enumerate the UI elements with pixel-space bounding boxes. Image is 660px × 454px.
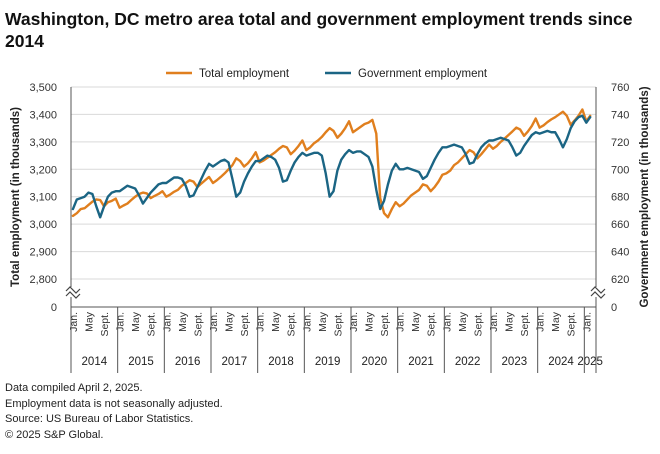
x-month-tick-label: Jan.: [301, 312, 313, 332]
x-year-label: 2025: [577, 356, 603, 368]
x-month-tick-label: Jan.: [208, 312, 220, 332]
y-right-axis-break: [590, 286, 606, 299]
y-left-base-label: 0: [51, 302, 57, 314]
x-month-tick-label: Sept.: [146, 312, 158, 337]
series-lines: [71, 108, 592, 219]
x-month-tick-label: Jan.: [488, 312, 500, 332]
axis-breaks: [65, 286, 606, 299]
x-month-tick-label: May: [224, 311, 236, 332]
x-year-label: 2020: [362, 356, 388, 368]
x-year-label: 2014: [82, 356, 108, 368]
y-right-tick-label: 760: [611, 82, 629, 94]
x-month-tick-label: Jan.: [395, 312, 407, 332]
x-month-tick-label: Sept.: [566, 312, 578, 337]
x-month-tick-label: Sept.: [379, 312, 391, 337]
y-right-axis-break-mask: [590, 287, 602, 297]
note-date: Data compiled April 2, 2025.: [5, 382, 143, 394]
employment-line-chart: 3,500 760 3,400 740 3,300 720 3,200 700 3,100 680…: [10, 68, 651, 373]
x-month-tick-label: Sept.: [472, 312, 484, 337]
gridlines: [71, 86, 596, 280]
x-month-tick-label: Sept.: [286, 312, 298, 337]
y-right-tick-label: 740: [611, 109, 629, 121]
x-year-label: 2017: [222, 356, 248, 368]
x-month-tick-label: May: [504, 311, 516, 332]
note-source: Source: US Bureau of Labor Statistics.: [5, 413, 194, 425]
x-year-label: 2016: [175, 356, 201, 368]
x-month-tick-label: May: [317, 311, 329, 332]
y-left-tick-label: 3,100: [29, 192, 57, 204]
y-left-tick-label: 3,200: [29, 164, 57, 176]
y-left-tick-label: 2,900: [29, 247, 57, 259]
y-right-tick-label: 720: [611, 137, 629, 149]
x-month-tick-label: Jan.: [161, 312, 173, 332]
legend-label-government-employment: Government employment: [358, 68, 488, 80]
x-month-tick-label: Jan.: [441, 312, 453, 332]
x-month-tick-label: Sept.: [99, 312, 111, 337]
x-month-tick-label: May: [457, 311, 469, 332]
y-left-axis-break-mask: [65, 287, 77, 297]
x-year-label: 2023: [502, 356, 528, 368]
y-right-tick-label: 620: [611, 274, 629, 286]
chart-notes: Data compiled April 2, 2025. Employment …: [5, 381, 223, 443]
y-left-tick-label: 3,400: [29, 109, 57, 121]
x-year-label: 2022: [455, 356, 481, 368]
chart-title: Washington, DC metro area total and gove…: [5, 9, 633, 51]
x-month-tick-label: Jan.: [68, 312, 80, 332]
y-right-tick-label: 660: [611, 219, 629, 231]
x-month-tick-label: May: [364, 311, 376, 332]
note-adjustment: Employment data is not seasonally adjust…: [5, 397, 223, 410]
series-line-total-employment: [71, 108, 592, 219]
x-month-tick-label: Sept.: [426, 312, 438, 337]
x-year-label: 2015: [128, 356, 154, 368]
x-year-label: 2024: [548, 356, 574, 368]
x-month-tick-label: Jan.: [535, 312, 547, 332]
y-left-tick-label: 2,800: [29, 274, 57, 286]
x-month-tick-label: May: [410, 311, 422, 332]
y-right-tick-label: 640: [611, 247, 629, 259]
x-month-tick-label: May: [130, 311, 142, 332]
series-line-government-employment: [71, 114, 592, 219]
x-year-label: 2019: [315, 356, 341, 368]
x-year-label: 2018: [268, 356, 294, 368]
x-month-tick-label: Sept.: [239, 312, 251, 337]
x-month-tick-label: May: [550, 311, 562, 332]
x-month-tick-label: Jan.: [348, 312, 360, 332]
y-right-base-label: 0: [611, 302, 617, 314]
note-copyright: © 2025 S&P Global.: [5, 428, 104, 441]
x-month-tick-label: Sept.: [332, 312, 344, 337]
y-right-axis-title: Government employment (in thousands): [639, 86, 651, 307]
y-right-tick-label: 700: [611, 164, 629, 176]
y-right-tick-label: 680: [611, 192, 629, 204]
x-month-tick-label: May: [177, 311, 189, 332]
x-month-tick-label: Jan.: [115, 312, 127, 332]
y-left-tick-label: 3,500: [29, 82, 57, 94]
y-left-axis-title: Total employment (in thousands): [10, 107, 22, 287]
x-month-tick-label: Jan.: [255, 312, 267, 332]
x-month-tick-label: Sept.: [519, 312, 531, 337]
y-left-tick-label: 3,000: [29, 219, 57, 231]
x-month-tick-label: Sept.: [192, 312, 204, 337]
y-left-tick-label: 3,300: [29, 137, 57, 149]
legend-label-total-employment: Total employment: [199, 68, 290, 80]
x-axis-labels: Jan. May Sept. Jan. May Sept. Jan. May Sept. Jan.…: [68, 307, 603, 373]
legend: Total employment Government employment: [166, 68, 488, 80]
x-month-tick-label: May: [84, 311, 96, 332]
x-year-label: 2021: [408, 356, 434, 368]
x-month-tick-label: Jan.: [581, 312, 593, 332]
y-left-axis-break: [65, 286, 81, 299]
x-month-tick-label: May: [270, 311, 282, 332]
axes: 3,500 760 3,400 740 3,300 720 3,200 700 3,100 680…: [10, 82, 651, 314]
